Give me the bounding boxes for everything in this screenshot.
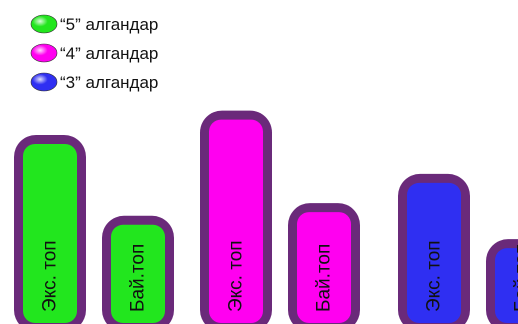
bar: Экс. топ [398,173,470,324]
bar-label: Бай.топ [512,244,518,312]
bar-fill [111,224,165,323]
bar: Экс. топ [200,110,272,324]
legend-label: “5” алгандар [60,15,158,34]
legend-swatch-highlight [31,15,57,33]
bar: Экс. топ [14,134,86,324]
legend-item: “5” алгандар [30,14,158,34]
bar: Бай.топ [288,203,360,324]
bar-label: Экс. топ [40,240,61,312]
bar-label: Экс. топ [424,240,445,312]
bar-fill [297,212,351,323]
bar: Бай.топ [102,215,174,324]
bar-fill [407,182,461,323]
bar-fill [209,119,263,323]
bar-fill [495,248,518,323]
legend: “5” алгандар “4” алгандар “3” алгандар [30,14,158,92]
bar-label: Экс. топ [226,240,247,312]
bars: Экс. топ Бай.топ Экс. топ Бай.топ Экс. топ Ба… [14,110,518,324]
bar: Бай.топ [486,239,518,324]
legend-item: “4” алгандар [30,43,158,63]
legend-swatch-highlight [31,44,57,62]
legend-label: “3” алгандар [60,73,158,92]
bar-label: Бай.топ [128,244,149,312]
bar-label: Бай.топ [314,244,335,312]
legend-swatch-highlight [31,73,57,91]
legend-label: “4” алгандар [60,44,158,63]
bar-fill [23,143,77,323]
legend-item: “3” алгандар [30,72,158,92]
